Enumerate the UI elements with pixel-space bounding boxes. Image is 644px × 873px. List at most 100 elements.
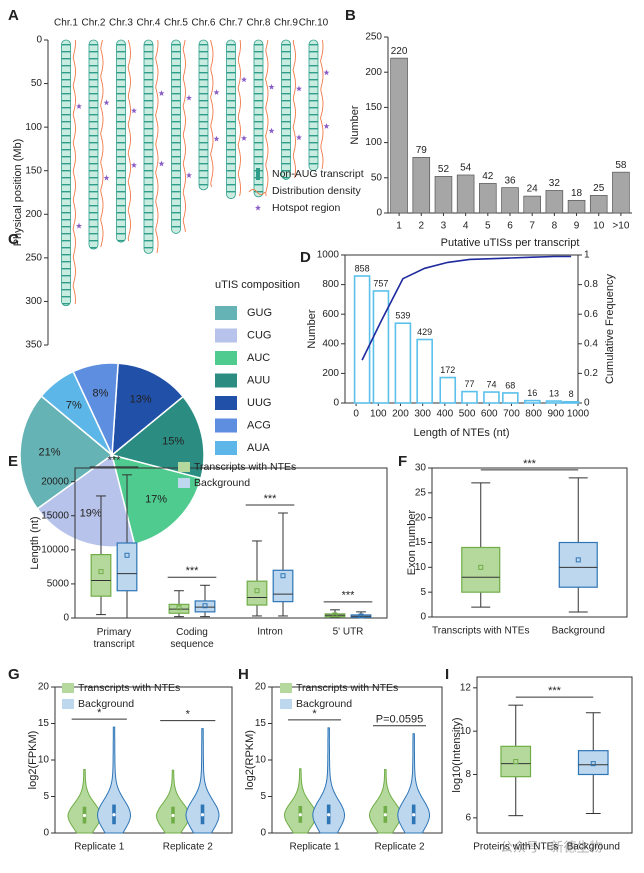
y-tick-label: 0.2 xyxy=(584,368,598,379)
x-tick-label: 900 xyxy=(547,409,564,420)
chromosome-label: Chr.4 xyxy=(137,18,161,29)
hotspot xyxy=(103,174,110,181)
chromosome xyxy=(308,39,319,172)
x-tick-label: Transcripts with NTEs xyxy=(432,626,529,637)
density-curve xyxy=(265,39,269,197)
x-tick-label: 1 xyxy=(396,221,402,232)
x-tick-label: 4 xyxy=(463,221,469,232)
x-tick-label: 0 xyxy=(353,409,359,420)
y-tick-label: 20000 xyxy=(41,476,69,487)
legend-label: Background xyxy=(194,477,250,489)
median-dot xyxy=(171,813,175,818)
axis-label: Length (nt) xyxy=(29,516,41,569)
cumulative-line xyxy=(361,255,572,361)
hotspot xyxy=(158,90,165,96)
y-tick-label: 25 xyxy=(415,487,427,498)
value-label: 18 xyxy=(571,188,583,199)
chromosome-label: Chr.3 xyxy=(109,18,133,29)
bar xyxy=(545,190,564,214)
label-line: Primary xyxy=(97,627,131,638)
chromosome-label: Chr.10 xyxy=(299,18,329,29)
significance-label: *** xyxy=(108,455,122,467)
density-curve xyxy=(127,39,131,242)
legend-swatch xyxy=(215,418,237,433)
density-curve xyxy=(182,39,186,233)
bar xyxy=(461,390,478,404)
value-label: 36 xyxy=(504,175,516,186)
x-tick-label: 5 xyxy=(485,221,491,232)
x-tick-label: >10 xyxy=(612,221,629,232)
legend-label: Transcripts with NTEs xyxy=(296,682,398,694)
value-label: 42 xyxy=(482,171,494,182)
y-tick-label: 5 xyxy=(260,791,266,802)
value-label: 74 xyxy=(486,379,496,389)
y-tick-label: 10 xyxy=(38,755,50,766)
hotspot xyxy=(213,135,220,142)
x-tick-label: 400 xyxy=(437,409,454,420)
axis-label: log10(Intensity) xyxy=(451,717,463,792)
legend-swatch xyxy=(215,396,237,410)
value-label: 16 xyxy=(527,388,537,398)
x-tick-label: 1000 xyxy=(567,409,590,420)
box xyxy=(90,553,112,597)
density-curve xyxy=(100,39,104,248)
hotspot xyxy=(268,127,275,134)
y-tick-label: 200 xyxy=(365,67,382,78)
value-label: 172 xyxy=(440,365,455,375)
box xyxy=(116,542,138,592)
hotspot xyxy=(323,69,330,76)
bar xyxy=(353,275,371,404)
bar xyxy=(479,183,497,214)
y-tick-label: 5 xyxy=(43,791,49,802)
bar xyxy=(501,187,519,214)
box xyxy=(558,541,598,588)
legend-label: CUG xyxy=(247,329,271,341)
bar xyxy=(562,401,580,404)
bar xyxy=(412,157,431,214)
y-tick-label: 350 xyxy=(25,340,42,351)
significance-label: * xyxy=(186,709,191,721)
x-tick-label: 8 xyxy=(552,221,558,232)
legend-label: Transcripts with NTEs xyxy=(194,461,296,473)
x-tick-label: 600 xyxy=(481,409,498,420)
chromosome-label: Chr.9 xyxy=(274,18,298,29)
y-tick-label: 100 xyxy=(365,137,382,148)
bar xyxy=(434,176,453,214)
x-tick-label: 300 xyxy=(414,409,431,420)
slice-label: 13% xyxy=(130,393,152,405)
bar xyxy=(416,338,433,404)
hotspot xyxy=(268,83,275,90)
axis-label: Cumulative Frequency xyxy=(604,273,616,384)
chromosome xyxy=(281,39,291,180)
x-tick-label: Primary transcript xyxy=(93,627,134,650)
y-tick-label: 50 xyxy=(31,78,43,89)
pie-slice xyxy=(111,362,185,457)
hotspot xyxy=(323,123,330,129)
chromosome xyxy=(61,39,71,307)
bar xyxy=(502,392,519,404)
panel-letter: A xyxy=(8,7,19,24)
y-tick-label: 400 xyxy=(322,338,339,349)
bar xyxy=(390,57,408,214)
median-dot xyxy=(200,813,205,817)
axis-label: Putative uTISs per transcript xyxy=(441,237,580,249)
bar xyxy=(483,391,500,404)
legend-swatch xyxy=(215,328,237,343)
axis-label: Length of NTEs (nt) xyxy=(414,427,510,439)
legend-label: UUG xyxy=(247,397,271,409)
significance-label: *** xyxy=(264,493,278,505)
x-tick-label: Proteins with NTEs xyxy=(473,842,558,853)
x-tick-label: 7 xyxy=(529,221,535,232)
y-tick-label: 0 xyxy=(420,612,426,623)
legend-swatch xyxy=(178,478,190,488)
x-tick-label: Background xyxy=(567,842,620,853)
violin xyxy=(96,726,132,834)
chromosome xyxy=(88,39,99,250)
mean-marker xyxy=(176,605,182,611)
panel-letter: E xyxy=(8,453,18,470)
slice-label: 17% xyxy=(145,493,167,505)
y-tick-label: 5 xyxy=(420,587,426,598)
axis-label: Number xyxy=(306,309,318,348)
density-curve xyxy=(210,39,214,188)
slice-label: 15% xyxy=(162,435,184,447)
